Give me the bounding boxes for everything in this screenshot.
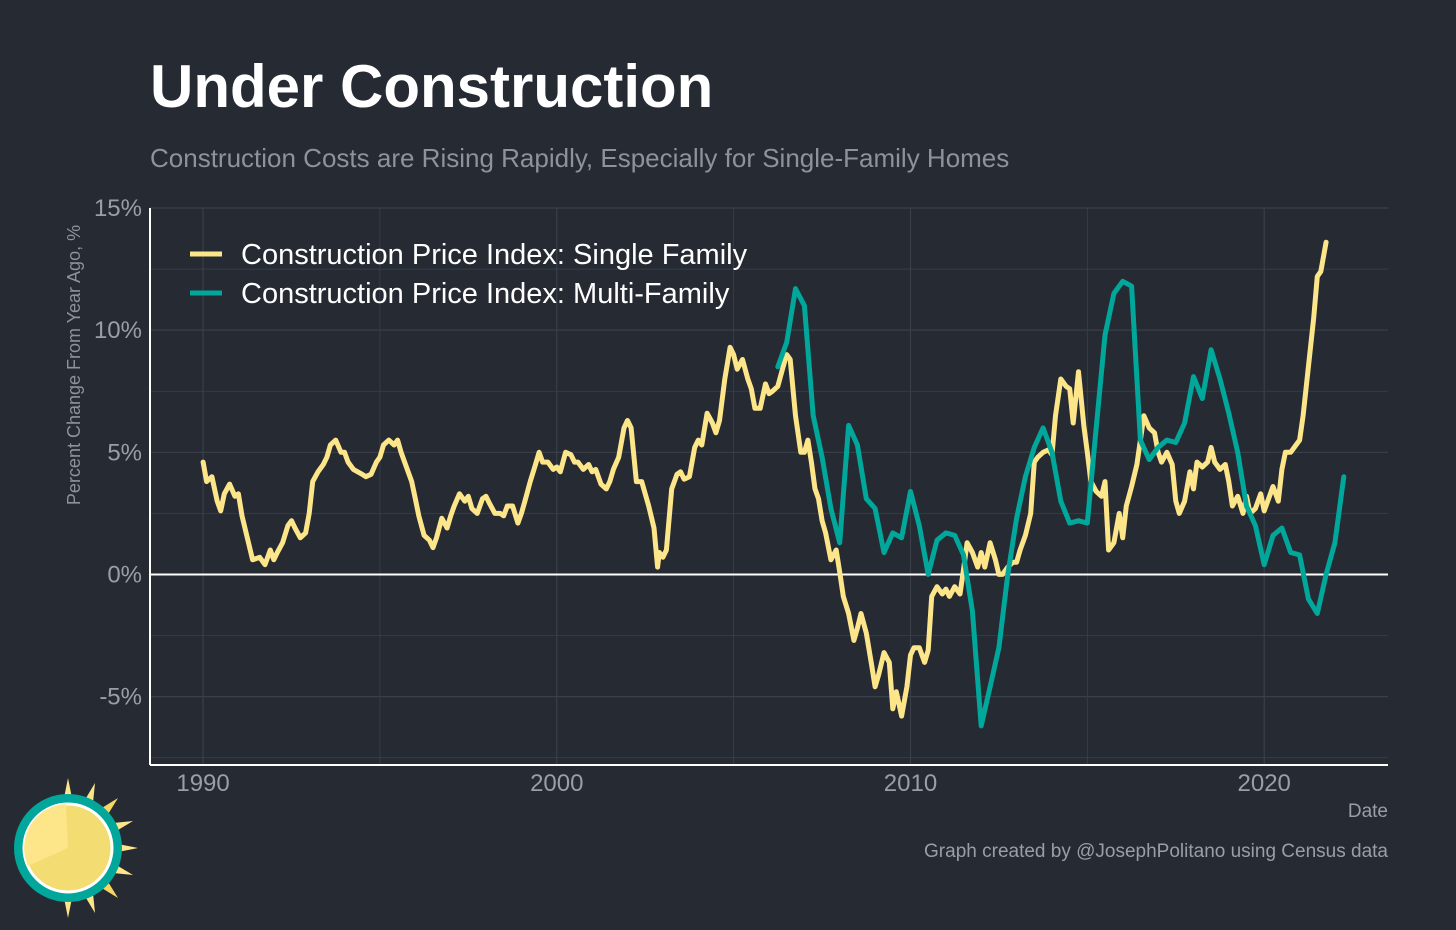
series-lines <box>200 239 1347 729</box>
series-line-single-family <box>200 239 1329 719</box>
legend-entry: Construction Price Index: Single Family <box>241 239 748 271</box>
x-axis-label: Date <box>1348 801 1388 822</box>
y-tick-label: -5% <box>99 684 142 711</box>
series-line-multi-family <box>775 278 1347 729</box>
grid-lines <box>150 207 1388 765</box>
y-tick-label: 10% <box>94 317 142 344</box>
y-tick-label: 5% <box>107 439 142 466</box>
y-axis-label: Percent Change From Year Ago, % <box>64 225 84 505</box>
y-tick-label: 15% <box>94 195 142 222</box>
x-tick-label: 2010 <box>884 770 937 797</box>
x-tick-label: 1990 <box>176 770 229 797</box>
y-tick-label: 0% <box>107 561 142 588</box>
legend-entry: Construction Price Index: Multi-Family <box>241 278 730 310</box>
x-tick-label: 2020 <box>1238 770 1291 797</box>
legend: Construction Price Index: Single Family C… <box>190 239 748 310</box>
x-tick-label: 2000 <box>530 770 583 797</box>
sun-logo-icon <box>14 778 138 918</box>
chart-subtitle: Construction Costs are Rising Rapidly, E… <box>150 143 1010 173</box>
chart-title: Under Construction <box>150 53 714 120</box>
source-caption: Graph created by @JosephPolitano using C… <box>924 841 1388 862</box>
axes: -5% 0% 5% 10% 15% 1990 2000 2010 2020 <box>94 195 1388 797</box>
